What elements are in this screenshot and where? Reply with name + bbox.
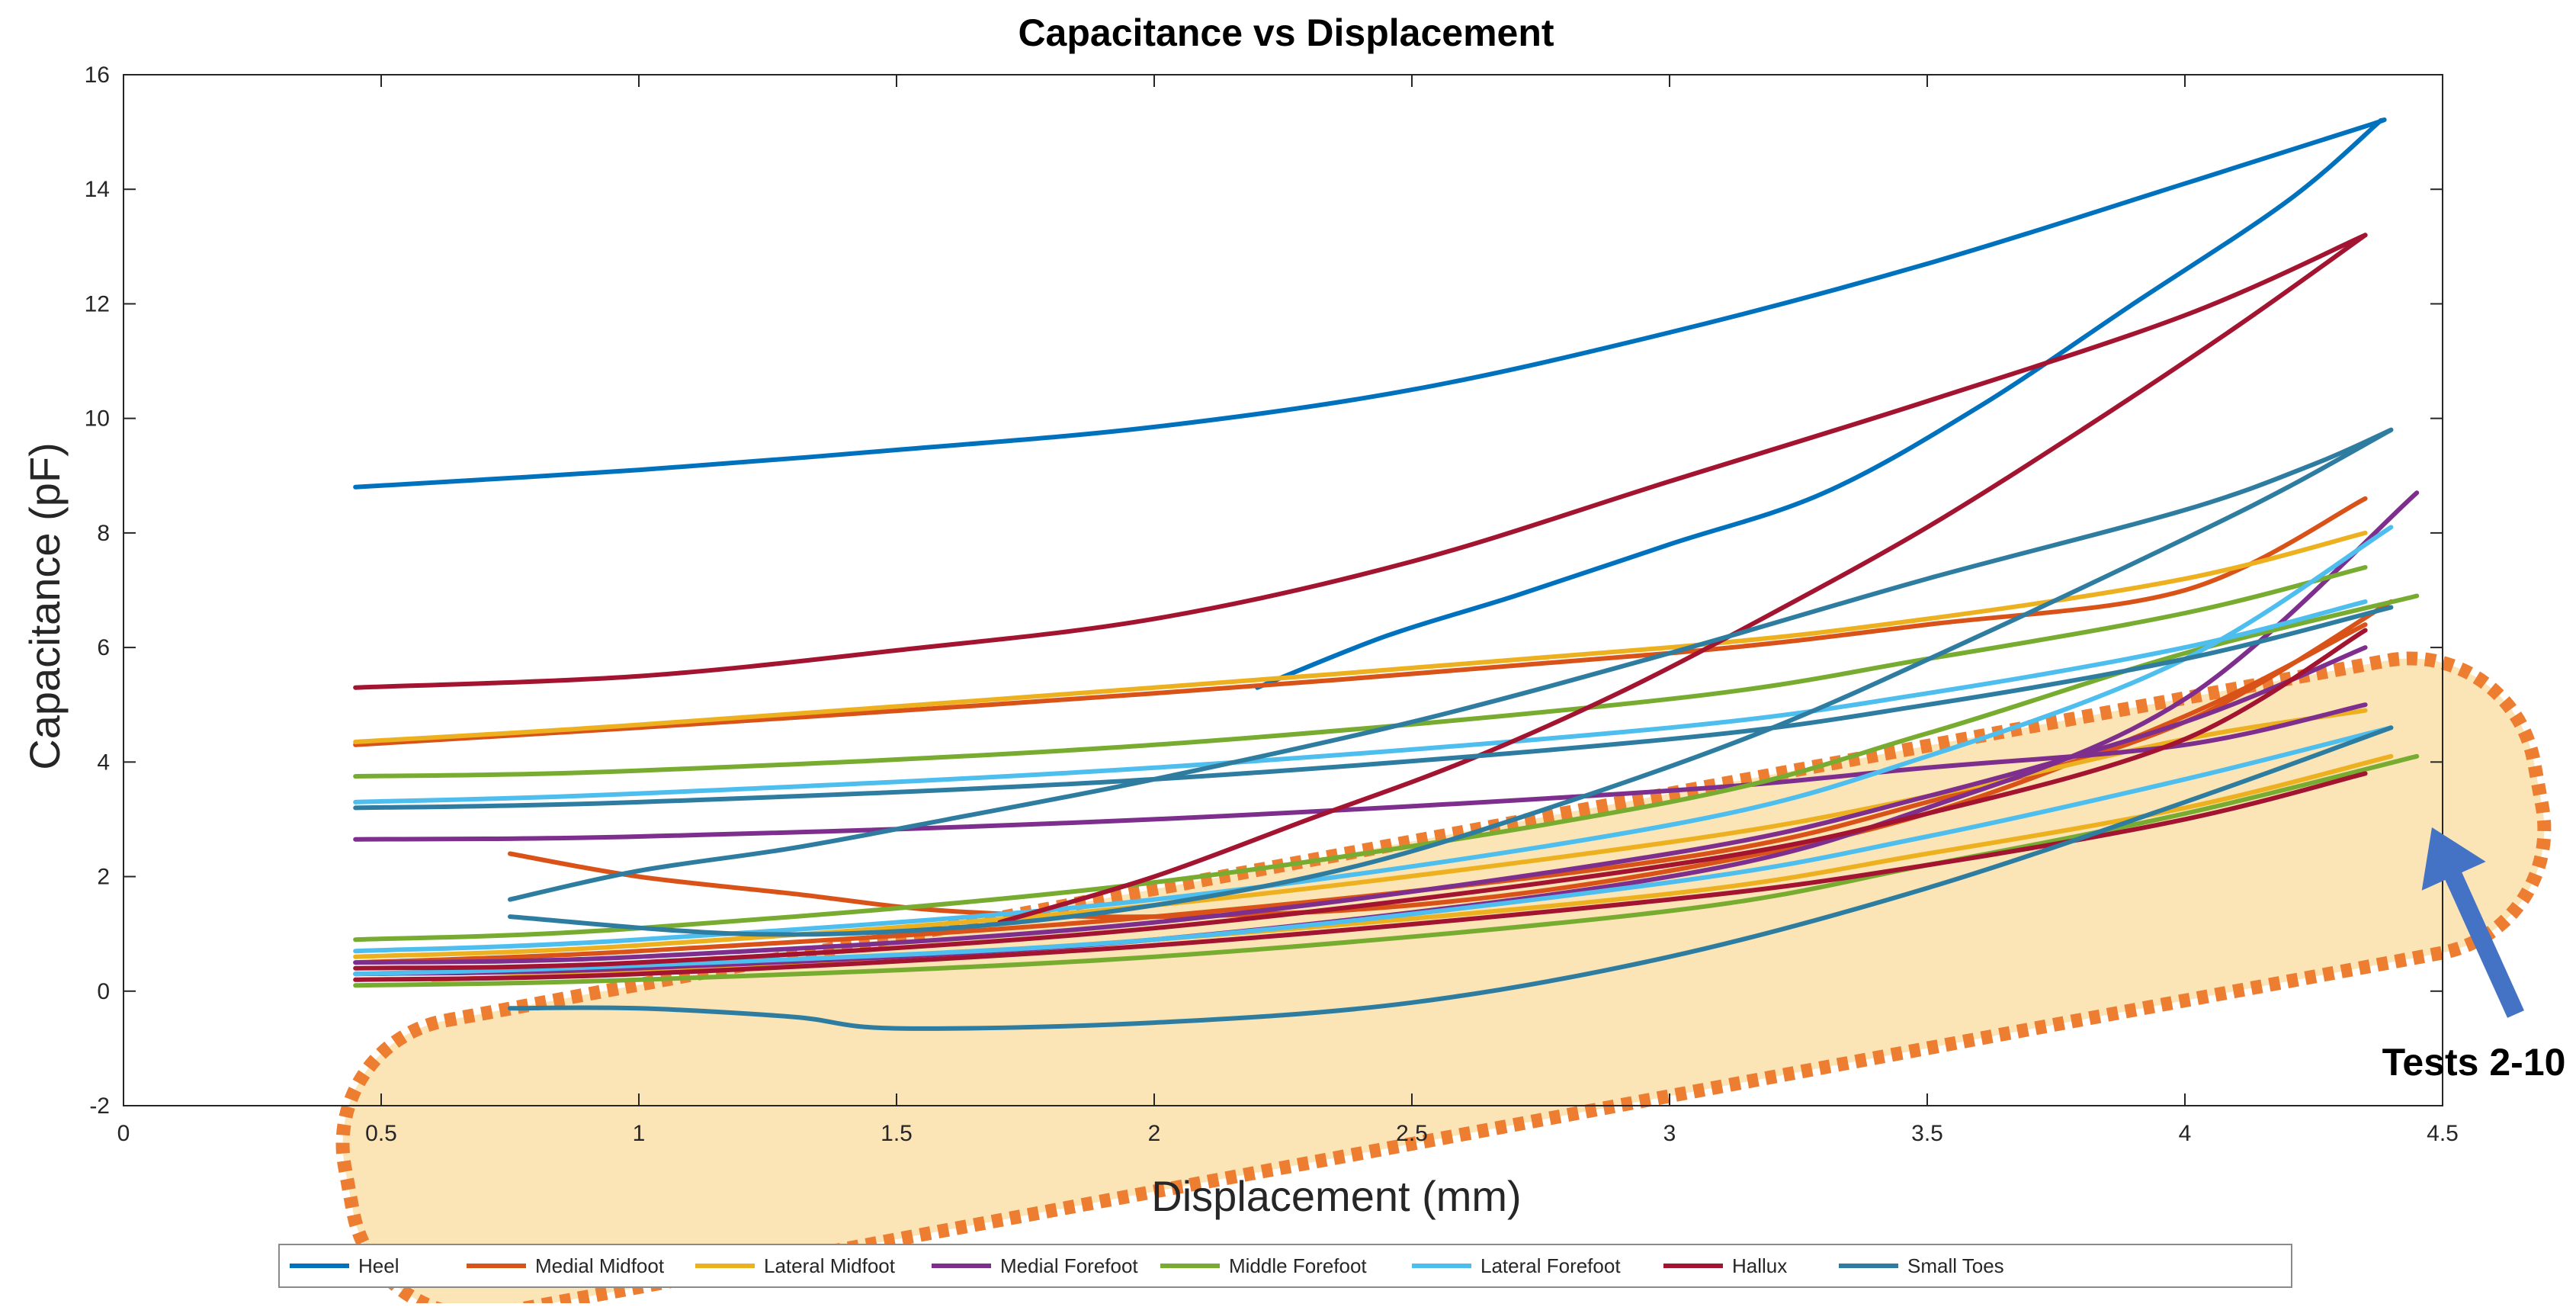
y-tick-label: 12: [85, 291, 110, 316]
series-line: [353, 645, 2368, 965]
legend-label: Middle Forefoot: [1229, 1254, 1367, 1277]
y-tick-label: 6: [97, 635, 110, 660]
series-hallux: [353, 233, 2368, 982]
x-tick-label: 4.5: [2427, 1121, 2459, 1146]
y-tick-label: 16: [85, 63, 110, 88]
chart-title: Capacitance vs Displacement: [1018, 11, 1554, 54]
x-axis-label: Displacement (mm): [1151, 1172, 1521, 1220]
legend-label: Medial Midfoot: [535, 1254, 665, 1277]
series-heel: [353, 117, 2387, 690]
series-small-toes: [353, 427, 2394, 1031]
series-line: [353, 771, 2368, 982]
annotation-arrow-head: [2421, 827, 2486, 891]
series-line: [353, 530, 2368, 744]
legend-box: [278, 1244, 2292, 1288]
series-line: [353, 565, 2368, 779]
series-medial-forefoot: [353, 490, 2420, 977]
y-tick-label: -2: [89, 1093, 110, 1119]
y-axis-label: Capacitance (pF): [21, 442, 69, 770]
legend-label: Lateral Forefoot: [1480, 1254, 1621, 1277]
y-tick-label: 0: [97, 979, 110, 1004]
x-tick-label: 1.5: [881, 1121, 913, 1146]
x-tick-label: 3.5: [1911, 1121, 1943, 1146]
series-line: [353, 233, 2368, 690]
series-line: [508, 427, 2394, 937]
x-tick-label: 2.5: [1396, 1121, 1428, 1146]
annotation-text: Tests 2-10: [2382, 1041, 2566, 1084]
series-line: [508, 725, 2394, 1031]
series-line: [353, 753, 2420, 988]
series-line: [997, 233, 2368, 925]
y-tick-label: 14: [85, 177, 110, 202]
plot-area: [123, 74, 2443, 1106]
legend-label: Hallux: [1732, 1254, 1787, 1277]
x-tick-label: 1: [633, 1121, 646, 1146]
series-line: [353, 496, 2368, 747]
series-line: [353, 725, 2394, 977]
series-line: [353, 605, 2394, 811]
y-tick-label: 2: [97, 865, 110, 890]
y-tick-label: 10: [85, 406, 110, 432]
series-line: [353, 628, 2368, 971]
x-tick-label: 2: [1148, 1121, 1161, 1146]
annotation-layer: Tests 2-10: [2382, 827, 2566, 1084]
legend: Heel Medial Midfoot Lateral Midfoot Medial …: [278, 1244, 2292, 1288]
series-line: [353, 525, 2394, 954]
annotation-arrow-shaft: [2440, 862, 2524, 1018]
axes: 0 0.5 1 1.5 2 2.5 3 3.5 4 4.5 -2 0 2 4 6 8 10 12 14 16: [85, 63, 2459, 1146]
y-tick-label: 8: [97, 521, 110, 546]
x-tick-label: 3: [1663, 1121, 1676, 1146]
series-line: [353, 490, 2420, 977]
legend-label: Medial Forefoot: [1000, 1254, 1138, 1277]
series-line: [1255, 118, 2383, 690]
legend-label: Lateral Midfoot: [764, 1254, 896, 1277]
series-layer: [353, 117, 2420, 1031]
series-line: [508, 427, 2394, 902]
series-line: [353, 599, 2394, 965]
x-tick-label: 0: [117, 1121, 130, 1146]
x-tick-label: 4: [2179, 1121, 2192, 1146]
legend-label: Heel: [358, 1254, 399, 1277]
series-line: [353, 702, 2368, 842]
y-tick-label: 4: [97, 750, 110, 775]
legend-label: Small Toes: [1907, 1254, 2004, 1277]
x-tick-label: 0.5: [365, 1121, 397, 1146]
series-line: [353, 117, 2387, 490]
